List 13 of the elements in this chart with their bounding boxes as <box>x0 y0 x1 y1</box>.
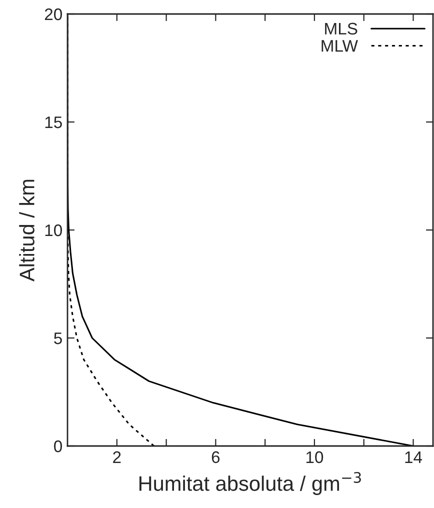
y-tick-label: 20 <box>44 8 62 20</box>
y-tick-label: 5 <box>54 332 62 344</box>
y-tick-label: 10 <box>45 224 62 236</box>
legend-label: MLW <box>322 40 358 52</box>
y-tick-label: 15 <box>45 116 62 128</box>
y-tick-label: 0 <box>54 440 62 452</box>
x-tick-label: 6 <box>212 451 220 464</box>
x-tick-label: 2 <box>113 451 121 463</box>
y-axis-title: Altitud / km <box>19 180 34 282</box>
x-axis-title: Humitat absoluta / gm$^{−3}$ <box>139 472 361 496</box>
x-tick-label: 14 <box>405 451 422 463</box>
x-tick-label: 10 <box>306 451 324 464</box>
text: MLS <box>325 22 358 35</box>
